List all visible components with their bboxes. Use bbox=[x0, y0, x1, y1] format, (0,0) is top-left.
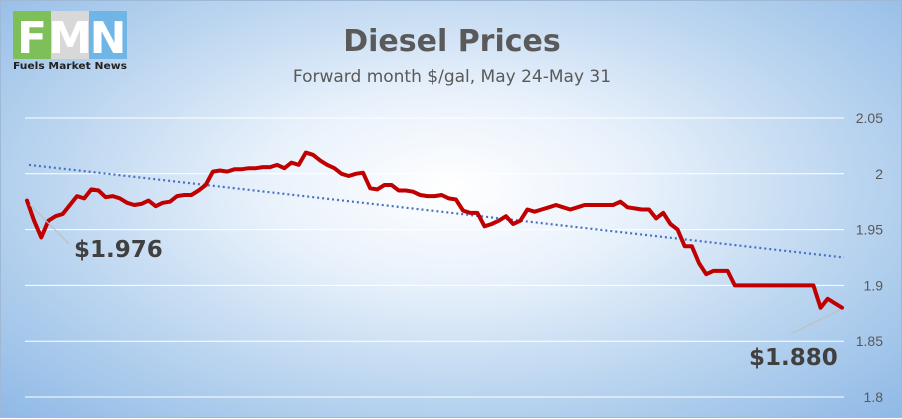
trendline bbox=[28, 163, 845, 259]
logo-tagline: Fuels Market News bbox=[13, 61, 127, 72]
logo-letter-n: N bbox=[90, 13, 127, 64]
y-tick-label: 1.85 bbox=[856, 333, 883, 349]
y-tick-label: 1.95 bbox=[856, 222, 883, 238]
y-tick-label: 2 bbox=[875, 166, 883, 182]
y-tick-label: 1.8 bbox=[864, 389, 884, 405]
logo-letter-f: F bbox=[17, 13, 47, 64]
y-tick-label: 2.05 bbox=[856, 110, 883, 126]
annotation-leader-last bbox=[790, 309, 841, 335]
logo-tile-f bbox=[13, 11, 51, 59]
annotation-last-value: $1.880 bbox=[749, 345, 838, 371]
annotation-first-value: $1.976 bbox=[74, 237, 163, 263]
chart-title: Diesel Prices bbox=[343, 24, 561, 59]
series-line-diesel bbox=[25, 150, 844, 310]
logo-tile-m bbox=[51, 11, 89, 59]
y-axis-tick-labels: 1.8 1.85 1.9 1.95 2 2.05 bbox=[856, 110, 883, 405]
gridlines bbox=[25, 117, 844, 398]
annotation-leader-first bbox=[29, 204, 70, 245]
logo-letter-m: M bbox=[48, 13, 92, 64]
logo-tile-n bbox=[89, 11, 127, 59]
fmn-logo: F M N Fuels Market News bbox=[13, 11, 127, 72]
chart-subtitle: Forward month $/gal, May 24-May 31 bbox=[293, 67, 611, 87]
y-tick-label: 1.9 bbox=[864, 277, 884, 293]
